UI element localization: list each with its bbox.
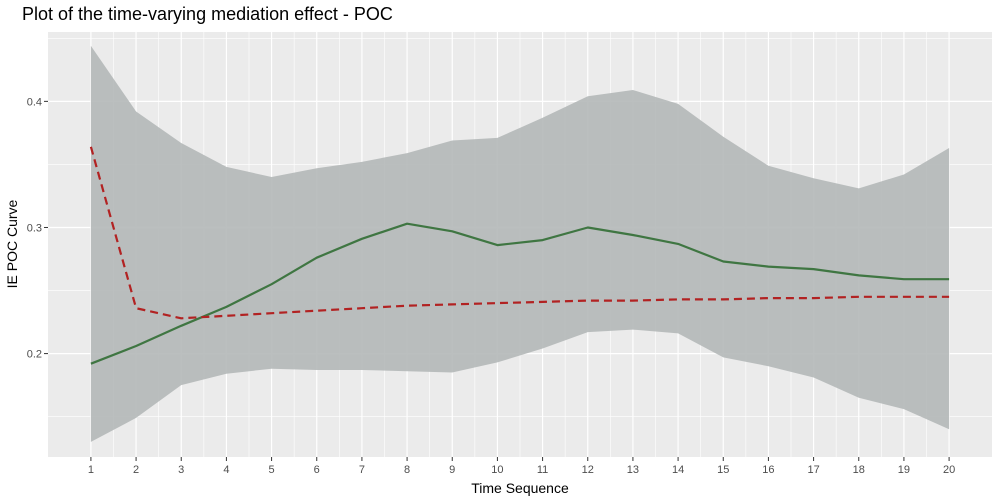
x-tick-label: 16 <box>762 464 774 476</box>
chart-title: Plot of the time-varying mediation effec… <box>22 4 393 24</box>
x-tick-label: 20 <box>943 464 955 476</box>
x-tick-label: 17 <box>807 464 819 476</box>
x-tick-label: 14 <box>672 464 684 476</box>
x-tick-label: 13 <box>627 464 639 476</box>
x-axis: 1 2 3 4 5 6 7 8 9 10 11 12 13 14 15 16 17 18 19 20 <box>88 457 955 476</box>
x-tick-label: 7 <box>359 464 365 476</box>
series-line-2 <box>89 146 950 320</box>
x-tick-label: 18 <box>853 464 865 476</box>
y-tick-label: 0.2 <box>27 349 42 361</box>
series-layer <box>89 146 950 365</box>
x-tick-label: 4 <box>223 464 229 476</box>
y-tick-label: 0.4 <box>27 96 42 108</box>
x-tick-label: 12 <box>582 464 594 476</box>
x-tick-label: 10 <box>491 464 503 476</box>
x-tick-label: 11 <box>537 464 548 476</box>
x-tick-label: 5 <box>269 464 275 476</box>
x-tick-label: 6 <box>314 464 320 476</box>
x-tick-label: 8 <box>404 464 410 476</box>
x-tick-label: 15 <box>717 464 729 476</box>
x-axis-title: Time Sequence <box>471 480 569 496</box>
confidence-band-layer <box>90 45 950 442</box>
y-tick-label: 0.3 <box>27 222 42 234</box>
series-line-1 <box>90 222 950 365</box>
x-tick-label: 3 <box>178 464 184 476</box>
y-axis: 0.2 0.3 0.4 <box>27 96 48 361</box>
y-axis-title: IE POC Curve <box>4 199 20 288</box>
x-tick-label: 1 <box>88 464 94 476</box>
x-tick-label: 19 <box>898 464 910 476</box>
x-tick-label: 9 <box>449 464 455 476</box>
confidence-band <box>90 45 950 442</box>
x-tick-label: 2 <box>133 464 139 476</box>
